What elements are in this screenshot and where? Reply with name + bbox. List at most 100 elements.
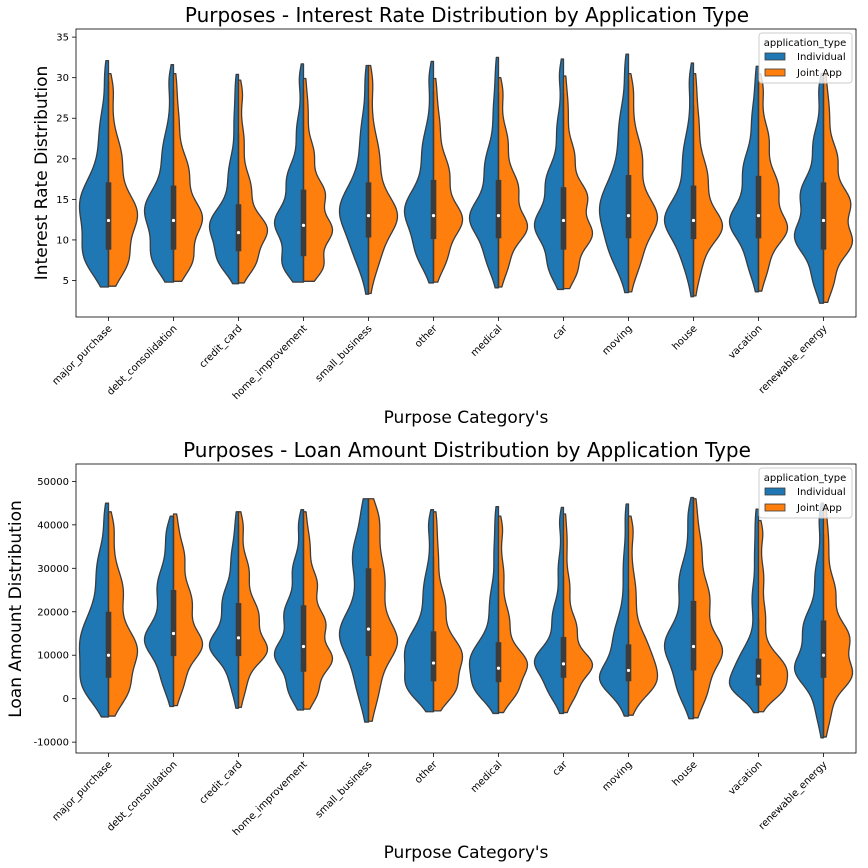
iqr-box bbox=[820, 182, 827, 250]
loan-amount-panel: Purposes - Loan Amount Distribution by A… bbox=[6, 438, 857, 863]
violin-half-individual bbox=[403, 60, 435, 284]
legend: application_type Individual Joint App bbox=[758, 32, 853, 84]
violin-half-individual bbox=[208, 511, 240, 709]
median-point bbox=[431, 661, 436, 665]
violin-half-joint-app bbox=[432, 77, 464, 283]
iqr-box bbox=[365, 568, 372, 657]
violin-group bbox=[78, 53, 854, 304]
violin-half-individual bbox=[533, 58, 565, 291]
violin-half-joint-app bbox=[172, 72, 204, 282]
median-point bbox=[626, 213, 631, 218]
y-tick-label: -10000 bbox=[34, 738, 69, 749]
iqr-box bbox=[430, 631, 437, 682]
median-point bbox=[236, 231, 241, 235]
median-point bbox=[366, 213, 371, 218]
violin-half-joint-app bbox=[757, 72, 789, 292]
legend-swatch-individual bbox=[764, 52, 786, 61]
violin-half-joint-app bbox=[562, 513, 594, 714]
median-point bbox=[171, 631, 176, 636]
iqr-box bbox=[625, 644, 632, 682]
violin-half-individual bbox=[78, 502, 110, 718]
legend-label-joint-app: Joint App bbox=[796, 68, 842, 79]
iqr-box bbox=[235, 204, 242, 252]
y-axis-label: Interest Rate Distribution bbox=[32, 66, 52, 280]
violin-half-individual bbox=[533, 506, 565, 715]
median-point bbox=[496, 666, 501, 670]
median-point bbox=[106, 218, 111, 223]
violin-half-individual bbox=[143, 515, 175, 708]
x-axis-label: Purpose Category's bbox=[384, 408, 549, 428]
violin-half-joint-app bbox=[367, 64, 399, 295]
violin-half-joint-app bbox=[757, 519, 789, 713]
iqr-box bbox=[690, 185, 697, 240]
iqr-box bbox=[365, 182, 372, 238]
legend-swatch-individual bbox=[764, 487, 786, 496]
violin-half-individual bbox=[793, 72, 825, 304]
violin-half-joint-app bbox=[302, 511, 334, 710]
violin-half-individual bbox=[338, 498, 370, 723]
plot-frame bbox=[75, 463, 857, 754]
median-point bbox=[561, 662, 566, 666]
violin-half-joint-app bbox=[432, 511, 464, 712]
legend-label-individual: Individual bbox=[797, 52, 846, 63]
median-point bbox=[431, 213, 436, 218]
iqr-box bbox=[690, 600, 697, 671]
iqr-box bbox=[560, 636, 567, 678]
iqr-box bbox=[755, 658, 762, 686]
legend-swatch-joint-app bbox=[764, 503, 786, 512]
violin-half-individual bbox=[468, 505, 500, 715]
chart-title: Purposes - Loan Amount Distribution by A… bbox=[183, 438, 751, 462]
y-tick-label: 5 bbox=[63, 276, 69, 287]
violin-half-individual bbox=[728, 508, 760, 714]
y-tick-label: 35 bbox=[56, 33, 69, 44]
iqr-box bbox=[300, 605, 307, 672]
iqr-box bbox=[105, 611, 112, 678]
violin-half-individual bbox=[728, 65, 760, 293]
violin-half-joint-app bbox=[627, 72, 659, 293]
violin-half-individual bbox=[273, 508, 305, 711]
violin-half-individual bbox=[793, 502, 825, 739]
y-tick-label: 30 bbox=[56, 73, 69, 84]
iqr-box bbox=[625, 175, 632, 239]
violin-half-joint-app bbox=[107, 511, 139, 717]
violin-half-joint-app bbox=[107, 72, 139, 287]
y-tick-label: 10000 bbox=[37, 651, 69, 662]
iqr-box bbox=[235, 603, 242, 657]
y-tick-label: 15 bbox=[56, 195, 69, 206]
y-tick-label: 25 bbox=[56, 114, 69, 125]
legend-title: application_type bbox=[764, 473, 847, 484]
y-tick-label: 20000 bbox=[37, 607, 69, 618]
violin-half-joint-app bbox=[822, 504, 854, 738]
violin-half-individual bbox=[273, 63, 305, 283]
violin-half-joint-app bbox=[497, 515, 529, 714]
y-tick-label: 50000 bbox=[37, 477, 69, 488]
y-tick-label: 30000 bbox=[37, 564, 69, 575]
median-point bbox=[821, 218, 826, 223]
violin-half-individual bbox=[208, 73, 240, 285]
legend-label-joint-app: Joint App bbox=[796, 503, 842, 514]
median-point bbox=[756, 213, 761, 218]
violin-half-joint-app bbox=[367, 498, 399, 722]
y-tick-label: 10 bbox=[56, 235, 69, 246]
iqr-box bbox=[820, 620, 827, 678]
violin-half-individual bbox=[663, 62, 695, 298]
median-point bbox=[691, 644, 696, 649]
violin-half-joint-app bbox=[172, 513, 204, 707]
median-point bbox=[301, 223, 306, 227]
median-point bbox=[691, 218, 696, 223]
y-tick-label: 40000 bbox=[37, 520, 69, 531]
legend-label-individual: Individual bbox=[797, 487, 846, 498]
violin-half-individual bbox=[663, 496, 695, 720]
iqr-box bbox=[495, 642, 502, 683]
plot-frame bbox=[75, 28, 857, 318]
y-tick-label: 0 bbox=[63, 694, 69, 705]
iqr-box bbox=[170, 590, 177, 657]
violin-half-individual bbox=[598, 503, 630, 717]
violin-half-joint-app bbox=[627, 515, 659, 716]
median-point bbox=[821, 653, 826, 657]
y-axis-label: Loan Amount Distribution bbox=[6, 500, 26, 718]
median-point bbox=[366, 627, 371, 631]
median-point bbox=[561, 218, 566, 223]
iqr-box bbox=[170, 185, 177, 250]
